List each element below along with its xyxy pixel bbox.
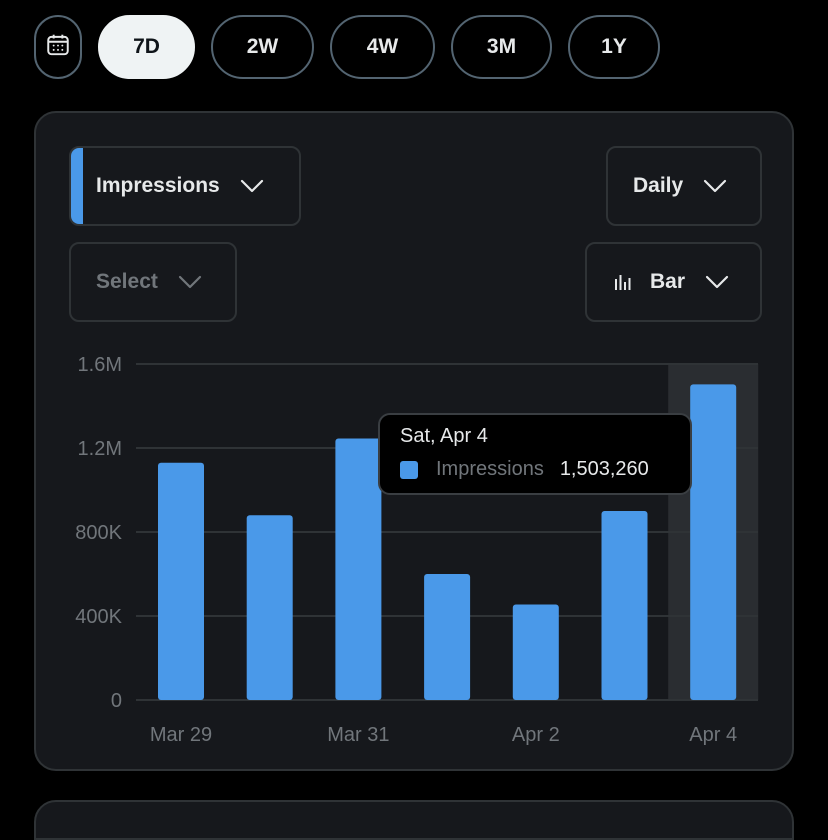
tooltip-series-label: Impressions xyxy=(436,458,544,480)
x-tick-label: Apr 2 xyxy=(512,724,560,746)
bar-mar-29 xyxy=(158,462,204,700)
chevron-down-icon xyxy=(178,275,202,289)
x-tick-label: Mar 29 xyxy=(150,724,212,746)
bar-apr-3 xyxy=(601,511,648,700)
compare-dropdown-label: Select xyxy=(96,270,158,293)
calendar-icon xyxy=(45,32,71,63)
compare-dropdown[interactable]: Select xyxy=(69,242,237,322)
chart-type-dropdown[interactable]: Bar xyxy=(585,242,762,322)
bar-mar-30 xyxy=(246,515,293,700)
range-2w-button[interactable]: 2W xyxy=(211,15,314,79)
x-tick-label: Apr 4 xyxy=(689,724,737,746)
bar-mar-31 xyxy=(335,438,382,700)
tooltip-row: Impressions 1,503,260 xyxy=(400,458,670,481)
bar-apr-2 xyxy=(512,604,559,700)
bar-chart-icon xyxy=(614,273,632,291)
tooltip-date: Sat, Apr 4 xyxy=(400,425,488,447)
range-3m-button[interactable]: 3M xyxy=(451,15,552,79)
date-range-selector: 7D 2W 4W 3M 1Y xyxy=(34,15,660,79)
chart-card: Impressions Daily Select Bar xyxy=(34,111,794,771)
interval-dropdown[interactable]: Daily xyxy=(606,146,762,226)
next-card xyxy=(34,800,794,840)
y-tick-label: 0 xyxy=(111,690,122,712)
calendar-button[interactable] xyxy=(34,15,82,79)
range-7d-button[interactable]: 7D xyxy=(98,15,195,79)
y-tick-label: 1.6M xyxy=(78,354,122,376)
bar-apr-1 xyxy=(424,574,471,700)
impressions-bar-chart: 0 400K 800K 1.2M 1.6M Mar 29 Mar 31 Apr 2 Apr 4 xyxy=(75,354,759,746)
tooltip-value: 1,503,260 xyxy=(559,458,649,480)
bar-apr-4 xyxy=(690,384,737,700)
tooltip-series-swatch xyxy=(400,460,418,479)
interval-dropdown-label: Daily xyxy=(633,174,684,197)
metric-dropdown-label: Impressions xyxy=(96,174,220,197)
chart-tooltip: Sat, Apr 4 Impressions 1,503,260 xyxy=(378,413,692,495)
chart-type-dropdown-label: Bar xyxy=(650,270,686,293)
metric-dropdown[interactable]: Impressions xyxy=(69,146,301,226)
chevron-down-icon xyxy=(705,275,729,289)
y-tick-label: 1.2M xyxy=(78,438,122,460)
chevron-down-icon xyxy=(240,179,264,193)
range-4w-button[interactable]: 4W xyxy=(330,15,435,79)
y-tick-label: 400K xyxy=(75,606,122,628)
chevron-down-icon xyxy=(703,179,727,193)
metric-color-indicator xyxy=(71,148,83,224)
y-tick-label: 800K xyxy=(75,522,122,544)
range-1y-button[interactable]: 1Y xyxy=(568,15,660,79)
x-tick-label: Mar 31 xyxy=(327,724,389,746)
